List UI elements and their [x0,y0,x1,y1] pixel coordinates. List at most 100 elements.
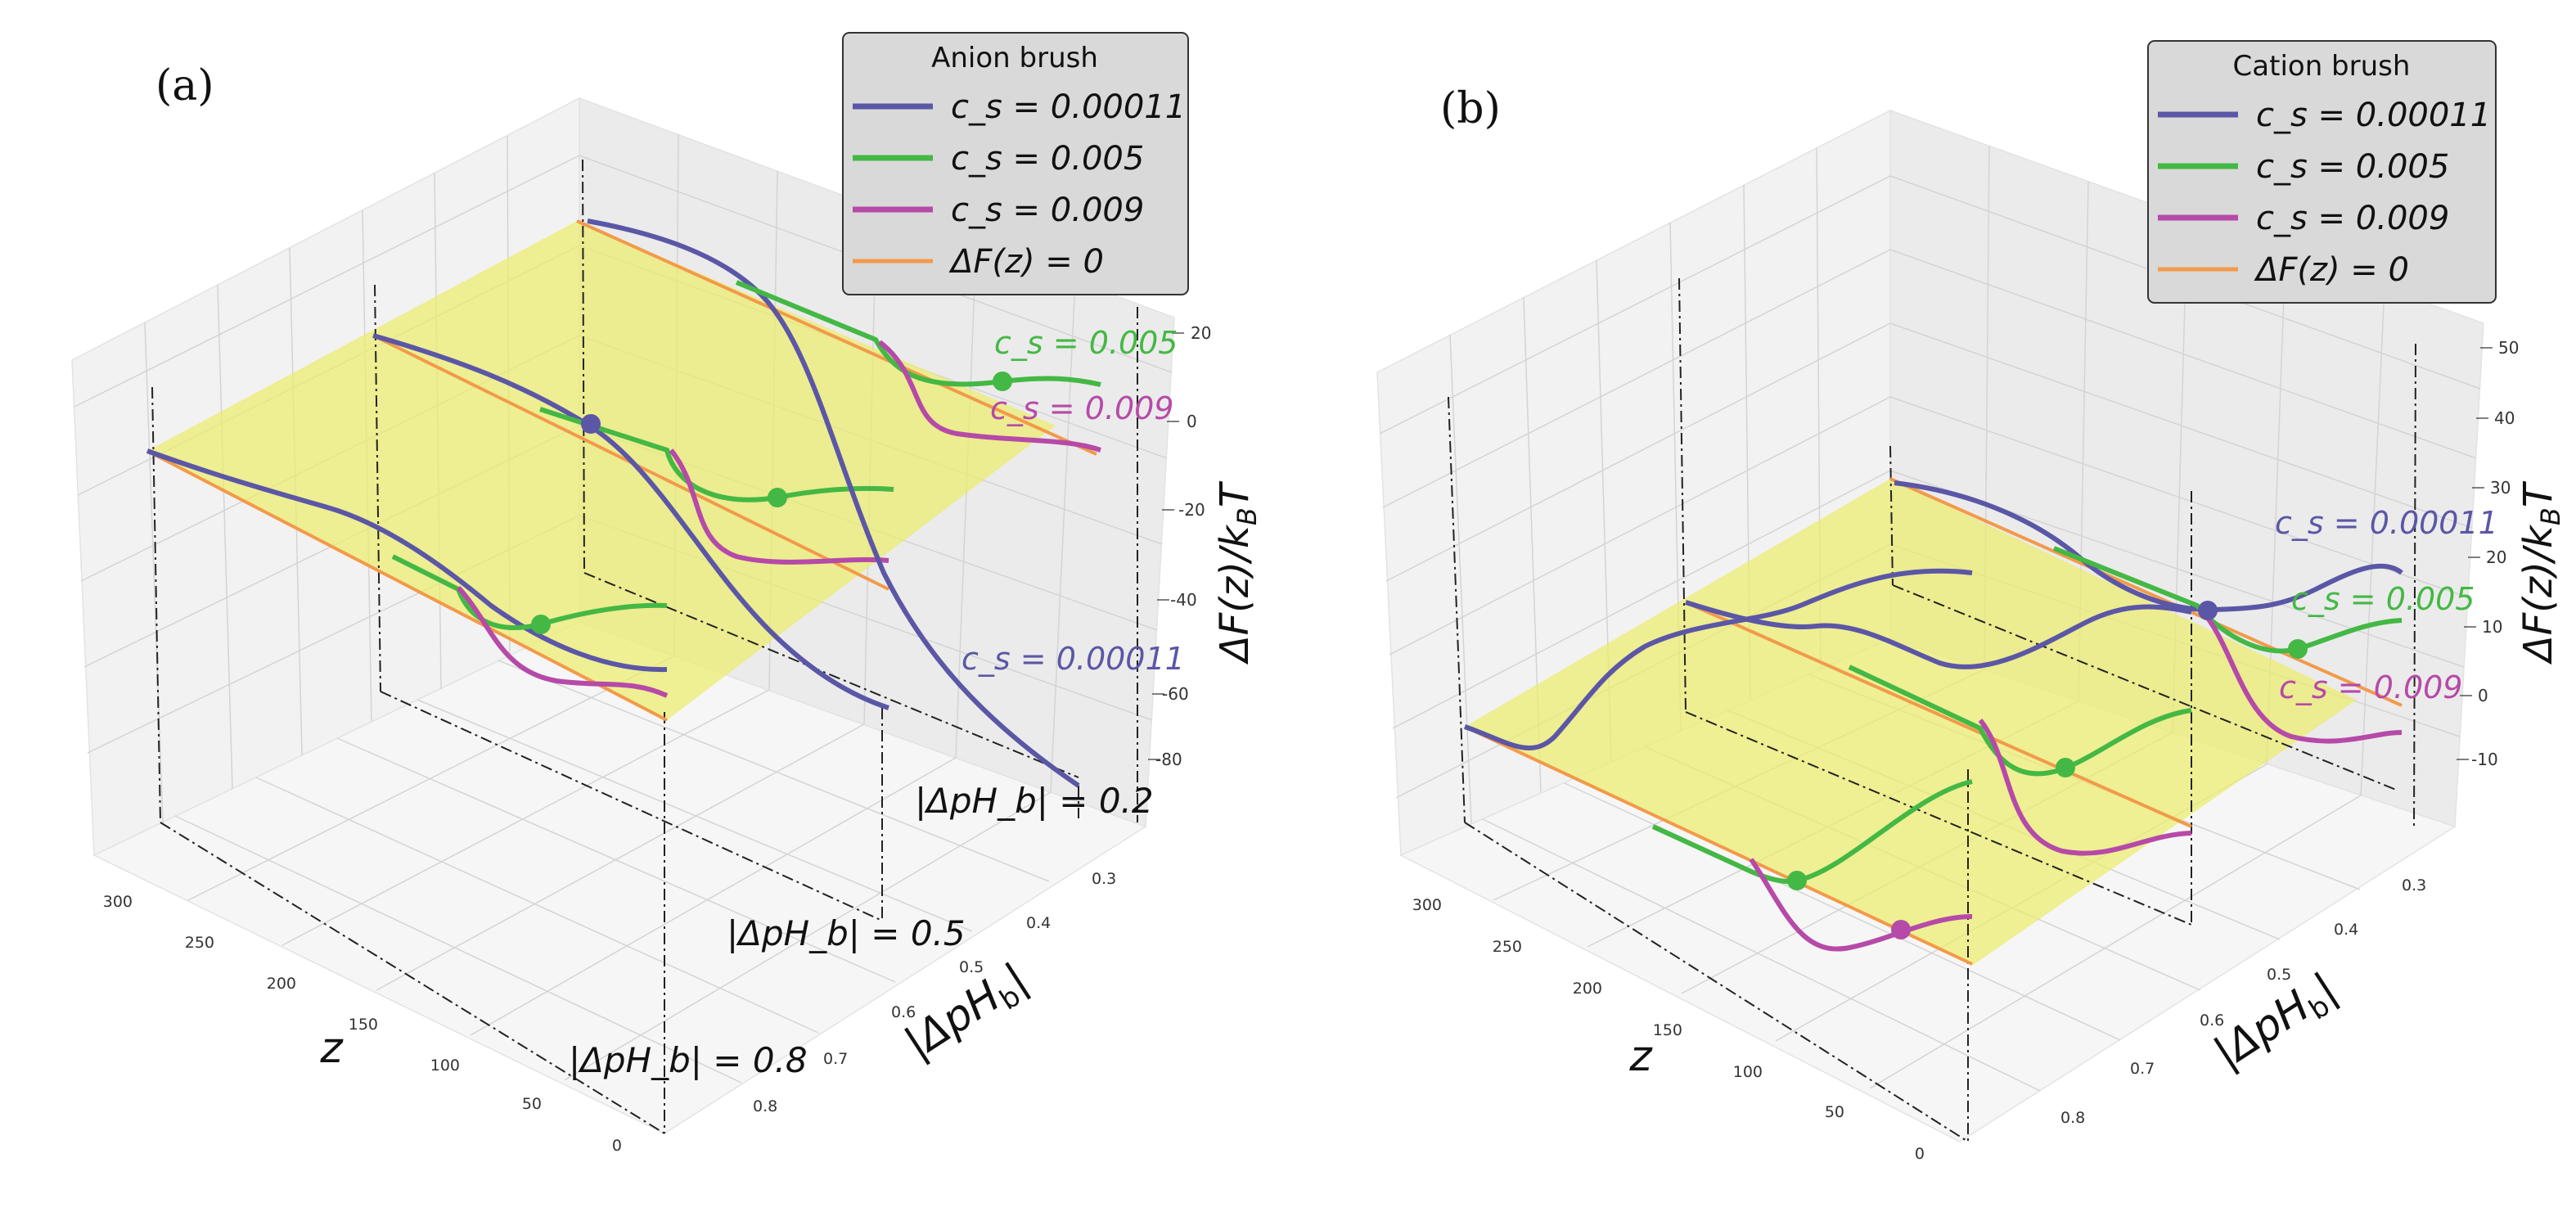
annot-a-0005: c_s = 0.005 [994,325,1178,361]
legend-label-b-3: ΔF(z) = 0 [2254,251,2409,289]
projection-lines-a [151,159,1138,1134]
slice-label-a-05: |ΔpH_b| = 0.5 [727,913,966,953]
marker-b-02-green [2288,639,2308,659]
curve-b-02-0009 [2199,608,2403,744]
x-tick-b-200: 200 [1573,980,1602,998]
legend-label-a-1: c_s = 0.005 [951,140,1144,178]
y-tick-a-08: 0.8 [753,1097,777,1115]
z-tick-b-5: 0 [2478,686,2488,705]
z-axis-label-b: ΔF(z)/kBT [2515,480,2566,665]
annot-b-0009: c_s = 0.009 [2279,669,2462,705]
curve-b-05-0009 [1978,719,2192,856]
y-tick-a-04: 0.4 [1026,914,1051,932]
x-tick-b-300: 300 [1412,896,1442,914]
y-tick-a-07: 0.7 [823,1050,848,1068]
legend-a: Anion brush c_s = 0.00011 c_s = 0.005 c_… [842,32,1189,295]
legend-label-a-3: ΔF(z) = 0 [948,243,1104,281]
x-tick-a-300: 300 [103,893,133,911]
curve-b-02-00011 [1894,480,2403,613]
z-tick-b-0: 50 [2498,338,2519,358]
x-tick-a-50: 50 [522,1095,542,1113]
curve-a-05-00011 [372,333,889,710]
curve-a-08-00011 [146,448,668,673]
y-tick-b-06: 0.6 [2200,1011,2224,1030]
annot-a-0009: c_s = 0.009 [990,390,1173,426]
x-axis-label-a: z [319,1024,344,1073]
marker-a-05-purple [581,414,601,434]
curve-a-02-00011 [587,219,1080,788]
z-tick-a-4: -60 [1162,684,1189,704]
x-tick-b-150: 150 [1653,1021,1682,1039]
panel-label-a: (a) [155,61,214,110]
legend-title-a: Anion brush [931,42,1098,74]
x-tick-a-250: 250 [185,934,214,952]
z-tick-b-1: 40 [2494,408,2515,428]
legend-label-a-2: c_s = 0.009 [951,191,1144,229]
curve-b-08-0005 [1651,779,1973,885]
curve-b-08-00011 [1464,568,1973,750]
x-tick-a-150: 150 [349,1016,378,1034]
z-tickmarks-b [2457,347,2493,760]
legend-box-a [842,32,1189,295]
y-tick-b-08: 0.8 [2060,1109,2085,1127]
x-tick-b-50: 50 [1825,1103,1844,1121]
marker-a-08 [531,615,551,634]
y-ticks-a: 0.3 0.4 0.5 0.6 0.7 0.8 [753,870,1116,1115]
annot-a-00011: c_s = 0.00011 [961,641,1185,677]
zero-plane-a [147,221,1056,720]
y-tick-b-04: 0.4 [2334,921,2358,939]
panel-a: 20 0 -20 -40 -60 -80 ΔF(z)/kBT 300 250 2… [71,32,1263,1155]
y-tick-b-03: 0.3 [2402,876,2426,894]
x-ticks-a: 300 250 200 150 100 50 0 [103,893,622,1155]
legend-label-b-1: c_s = 0.005 [2256,148,2449,186]
y-tick-a-05: 0.5 [959,958,984,976]
x-axis-label-b: z [1628,1032,1653,1081]
curve-b-08-0009 [1749,858,1973,952]
x-tick-b-0: 0 [1915,1145,1925,1163]
marker-b-08-magenta [1891,920,1911,939]
marker-b-05 [2056,758,2075,777]
projection-lines-b [1448,277,2416,1142]
marker-a-05-green [768,488,787,507]
legend-box-b [2147,40,2497,304]
x-tick-a-100: 100 [430,1057,460,1075]
annot-b-0005: c_s = 0.005 [2291,581,2475,617]
panel-label-b: (b) [1440,84,1501,133]
legend-b: Cation brush c_s = 0.00011 c_s = 0.005 c… [2147,40,2497,304]
curve-a-08-0009 [456,585,669,698]
y-tick-a-06: 0.6 [891,1003,916,1021]
slice-label-a-08: |ΔpH_b| = 0.8 [569,1040,808,1080]
z-axis-label-a: ΔF(z)/kBT [1212,480,1263,665]
marker-b-08-green [1787,871,1807,890]
panel-b: 50 40 30 20 10 0 -10 ΔF(z)/kBT 300 250 2… [1376,40,2566,1163]
y-tick-b-05: 0.5 [2267,966,2291,984]
x-tick-a-200: 200 [267,975,296,993]
y-tick-b-07: 0.7 [2130,1060,2155,1078]
legend-label-a-0: c_s = 0.00011 [951,88,1186,126]
z-tick-b-3: 20 [2486,547,2506,567]
z-tickmarks-a [1148,332,1184,760]
x-ticks-b: 300 250 200 150 100 50 0 [1412,896,1925,1163]
z-ticks-a: 20 0 -20 -40 -60 -80 [1155,323,1211,769]
z-tick-a-2: -20 [1178,500,1205,520]
z-tick-b-4: 10 [2482,617,2502,637]
zero-lines-b [1464,477,2403,966]
z-tick-a-3: -40 [1170,590,1197,610]
curve-a-02-0009 [878,340,1101,453]
legend-label-b-0: c_s = 0.00011 [2256,97,2491,134]
z-tick-a-0: 20 [1191,323,1211,343]
legend-label-b-2: c_s = 0.009 [2256,200,2449,237]
z-tick-a-1: 0 [1187,412,1197,431]
curve-a-05-0009 [669,448,889,565]
marker-b-02-purple [2198,601,2218,620]
z-tick-b-2: 30 [2490,478,2511,498]
z-ticks-b: 50 40 30 20 10 0 -10 [2471,338,2519,769]
x-tick-b-100: 100 [1733,1063,1763,1081]
z-tick-b-6: -10 [2471,750,2498,769]
x-tick-a-0: 0 [612,1137,622,1155]
legend-title-b: Cation brush [2233,50,2411,83]
slice-label-a-02: |ΔpH_b| = 0.2 [915,781,1154,821]
y-ticks-b: 0.3 0.4 0.5 0.6 0.7 0.8 [2060,876,2426,1127]
y-tick-a-03: 0.3 [1092,870,1116,888]
